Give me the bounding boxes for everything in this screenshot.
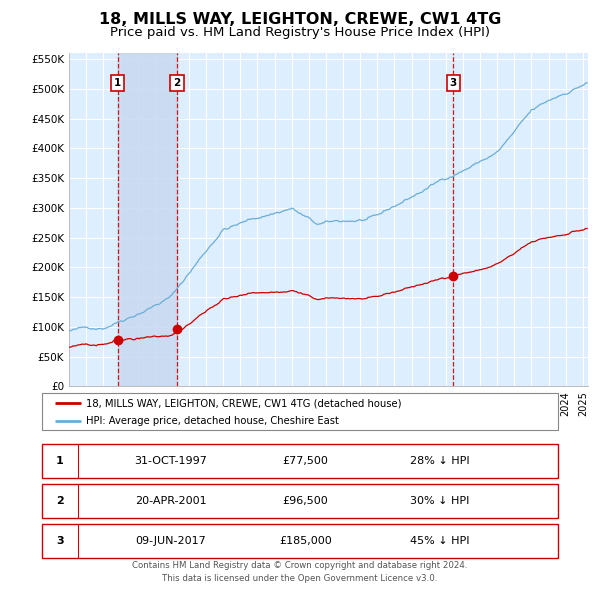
Text: 1: 1 — [114, 78, 121, 88]
Text: 1: 1 — [56, 456, 64, 466]
Text: 09-JUN-2017: 09-JUN-2017 — [136, 536, 206, 546]
Text: 18, MILLS WAY, LEIGHTON, CREWE, CW1 4TG (detached house): 18, MILLS WAY, LEIGHTON, CREWE, CW1 4TG … — [86, 398, 401, 408]
Text: 3: 3 — [56, 536, 64, 546]
Bar — [118, 53, 177, 386]
Text: 2: 2 — [56, 496, 64, 506]
Text: 2: 2 — [173, 78, 181, 88]
Text: 28% ↓ HPI: 28% ↓ HPI — [410, 456, 469, 466]
FancyBboxPatch shape — [42, 484, 558, 518]
Text: Contains HM Land Registry data © Crown copyright and database right 2024.
This d: Contains HM Land Registry data © Crown c… — [132, 562, 468, 583]
FancyBboxPatch shape — [42, 444, 558, 478]
Text: HPI: Average price, detached house, Cheshire East: HPI: Average price, detached house, Ches… — [86, 417, 339, 427]
Text: £185,000: £185,000 — [279, 536, 332, 546]
Text: 31-OCT-1997: 31-OCT-1997 — [134, 456, 208, 466]
Text: 18, MILLS WAY, LEIGHTON, CREWE, CW1 4TG: 18, MILLS WAY, LEIGHTON, CREWE, CW1 4TG — [99, 12, 501, 27]
Text: £96,500: £96,500 — [282, 496, 328, 506]
Text: 3: 3 — [450, 78, 457, 88]
Text: £77,500: £77,500 — [282, 456, 328, 466]
FancyBboxPatch shape — [42, 393, 558, 430]
Text: 30% ↓ HPI: 30% ↓ HPI — [410, 496, 469, 506]
Text: 45% ↓ HPI: 45% ↓ HPI — [410, 536, 469, 546]
Text: 20-APR-2001: 20-APR-2001 — [135, 496, 207, 506]
FancyBboxPatch shape — [42, 524, 558, 558]
Text: Price paid vs. HM Land Registry's House Price Index (HPI): Price paid vs. HM Land Registry's House … — [110, 26, 490, 39]
